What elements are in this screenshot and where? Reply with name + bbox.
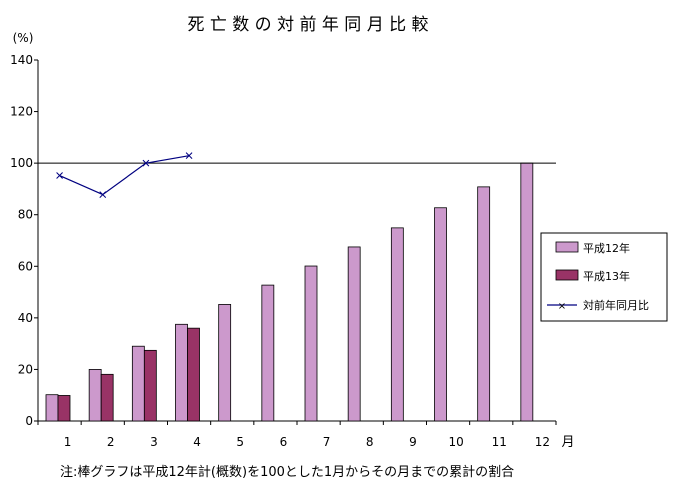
y-axis: 0 20 40 60 80 100 120 140 xyxy=(10,53,39,428)
ratio-point xyxy=(185,152,193,160)
x-tick-label: 7 xyxy=(323,435,331,449)
legend-swatch-h12 xyxy=(555,241,579,253)
y-tick-label: 140 xyxy=(10,53,33,67)
x-tick-label: 8 xyxy=(366,435,374,449)
bar-h12 xyxy=(218,304,232,422)
ratio-point xyxy=(142,159,150,167)
bar-h12 xyxy=(520,162,534,422)
legend-label-h12: 平成12年 xyxy=(583,241,630,255)
legend-label-h13: 平成13年 xyxy=(583,269,630,283)
x-tick-label: 3 xyxy=(150,435,158,449)
bar-h12 xyxy=(45,394,59,422)
bar-h12 xyxy=(390,227,404,422)
bars xyxy=(45,162,534,422)
bar-h12 xyxy=(175,323,188,422)
x-tick-label: 1 xyxy=(64,435,72,449)
y-tick-label: 20 xyxy=(18,362,33,376)
y-tick-label: 120 xyxy=(10,105,33,119)
bar-h13 xyxy=(187,327,200,422)
legend-swatch-h13 xyxy=(555,269,579,281)
bar-h12 xyxy=(131,345,145,422)
x-tick-label: 12 xyxy=(535,435,550,449)
ratio-point xyxy=(56,172,63,179)
bar-h12 xyxy=(477,186,491,422)
y-axis-label: (%) xyxy=(13,31,34,45)
legend-marker-ratio: × xyxy=(558,301,566,312)
ratio-line xyxy=(59,155,190,196)
bar-h12 xyxy=(261,284,275,422)
chart-note: 注:棒グラフは平成12年計(概数)を100とした1月からその月までの累計の割合 xyxy=(60,464,514,480)
x-tick-label: 9 xyxy=(409,435,417,449)
legend: 平成12年 平成13年 × 対前年同月比 xyxy=(540,232,668,322)
legend-label-ratio: 対前年同月比 xyxy=(583,298,649,312)
bar-h12 xyxy=(347,246,361,422)
y-tick-label: 80 xyxy=(18,208,33,222)
bar-h12 xyxy=(88,369,102,422)
x-axis: 1 2 3 4 5 6 7 8 9 10 11 12 xyxy=(37,420,557,449)
y-tick-label: 100 xyxy=(10,156,33,170)
x-tick-label: 10 xyxy=(448,435,463,449)
x-tick-label: 2 xyxy=(107,435,115,449)
y-tick-label: 60 xyxy=(18,259,33,273)
ratio-line-group xyxy=(56,152,193,198)
bar-h13 xyxy=(143,349,157,422)
y-tick-label: 0 xyxy=(25,414,33,428)
x-tick-label: 11 xyxy=(492,435,507,449)
chart-title: 死 亡 数 の 対 前 年 同 月 比 較 xyxy=(187,15,428,35)
bar-h12 xyxy=(434,207,447,422)
bar-h12 xyxy=(304,265,318,422)
bar-h13 xyxy=(57,395,71,422)
x-tick-label: 5 xyxy=(236,435,244,449)
bar-h13 xyxy=(100,373,114,422)
y-tick-label: 40 xyxy=(18,311,33,325)
ratio-point xyxy=(99,191,107,198)
x-axis-label: 月 xyxy=(561,435,574,450)
x-tick-label: 4 xyxy=(193,435,201,449)
x-tick-label: 6 xyxy=(280,435,288,449)
